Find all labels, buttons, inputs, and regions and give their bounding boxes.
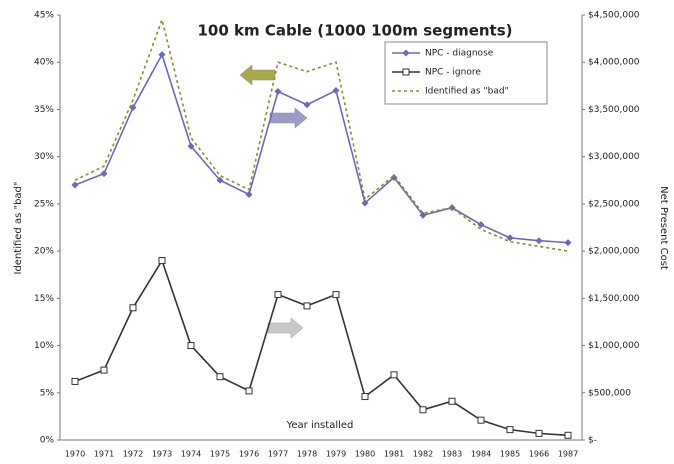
point	[332, 291, 340, 299]
arrow-left	[239, 64, 276, 86]
x-tick-label: 1974	[181, 450, 201, 459]
legend-label: Identified as "bad"	[425, 87, 509, 97]
point	[187, 142, 195, 150]
y-tick-label: 15%	[34, 294, 54, 304]
point	[187, 342, 195, 350]
y2-tick-label: $2,500,000	[588, 199, 640, 209]
point	[303, 302, 311, 310]
x-tick-label: 1980	[355, 450, 375, 459]
point	[535, 237, 543, 245]
legend-marker	[402, 49, 410, 57]
x-tick-label: 1970	[65, 450, 85, 459]
point	[535, 429, 543, 437]
y-axis-label: Identified as "bad"	[13, 181, 24, 274]
y2-tick-label: $1,500,000	[588, 294, 640, 304]
point	[71, 377, 79, 385]
y-tick-label: 40%	[34, 58, 54, 68]
point	[564, 239, 572, 247]
x-tick-label: 1981	[384, 450, 404, 459]
y2-tick-label: $4,500,000	[588, 11, 640, 21]
x-tick-label: 1976	[239, 450, 259, 459]
x-tick-label: 1966	[529, 450, 549, 459]
point	[419, 406, 427, 414]
point	[448, 397, 456, 405]
legend-label: NPC - diagnose	[425, 49, 494, 59]
point	[390, 371, 398, 379]
point	[477, 221, 485, 229]
x-tick-label: 1977	[268, 450, 288, 459]
x-tick-label: 1979	[326, 450, 346, 459]
legend-label: NPC - ignore	[425, 68, 481, 78]
y-tick-label: 0%	[40, 436, 55, 446]
y2-tick-label: $500,000	[588, 388, 631, 398]
x-tick-label: 1983	[442, 450, 462, 459]
point	[100, 170, 108, 178]
y2-tick-label: $1,000,000	[588, 341, 640, 351]
point	[245, 387, 253, 395]
y2-tick-label: $-	[588, 436, 597, 446]
point	[506, 426, 514, 434]
point	[390, 173, 398, 181]
y-tick-label: 45%	[34, 11, 54, 21]
series-line	[74, 16, 569, 252]
point	[100, 366, 108, 374]
arrow-right	[269, 107, 308, 129]
series-line	[74, 52, 569, 244]
y2-axis-label: Net Present Cost	[658, 186, 669, 270]
y2-tick-label: $3,000,000	[588, 152, 640, 162]
y2-tick-label: $2,000,000	[588, 247, 640, 257]
x-tick-label: 1972	[123, 450, 143, 459]
y-tick-label: 25%	[34, 199, 54, 209]
point	[506, 234, 514, 242]
point	[477, 416, 485, 424]
y2-tick-label: $4,000,000	[588, 58, 640, 68]
x-tick-label: 1984	[471, 450, 491, 459]
series-line	[74, 258, 569, 437]
point	[274, 88, 282, 95]
y-tick-label: 20%	[34, 247, 54, 257]
legend-marker	[402, 68, 410, 76]
x-tick-label: 1973	[152, 450, 172, 459]
point	[361, 393, 369, 401]
point	[129, 304, 137, 312]
point	[158, 51, 166, 59]
y2-tick-label: $3,500,000	[588, 105, 640, 115]
x-axis-label: Year installed	[286, 420, 354, 431]
y-tick-label: 5%	[40, 388, 55, 398]
x-tick-label: 1985	[500, 450, 520, 459]
y-tick-label: 10%	[34, 341, 54, 351]
x-tick-label: 1971	[94, 450, 114, 459]
point	[303, 101, 311, 109]
x-tick-label: 1975	[210, 450, 230, 459]
x-tick-label: 1982	[413, 450, 433, 459]
x-tick-label: 1978	[297, 450, 317, 459]
y-tick-label: 30%	[34, 152, 54, 162]
point	[419, 211, 427, 219]
point	[71, 181, 79, 189]
y-tick-label: 35%	[34, 105, 54, 115]
chart-title: 100 km Cable (1000 100m segments)	[197, 22, 512, 40]
x-tick-label: 1987	[558, 450, 578, 459]
point	[158, 257, 166, 265]
point	[332, 87, 340, 95]
point	[564, 431, 572, 439]
point	[216, 176, 224, 184]
point	[274, 291, 282, 299]
point	[245, 190, 253, 198]
arrow-right	[267, 317, 304, 339]
point	[216, 373, 224, 381]
point	[361, 199, 369, 207]
